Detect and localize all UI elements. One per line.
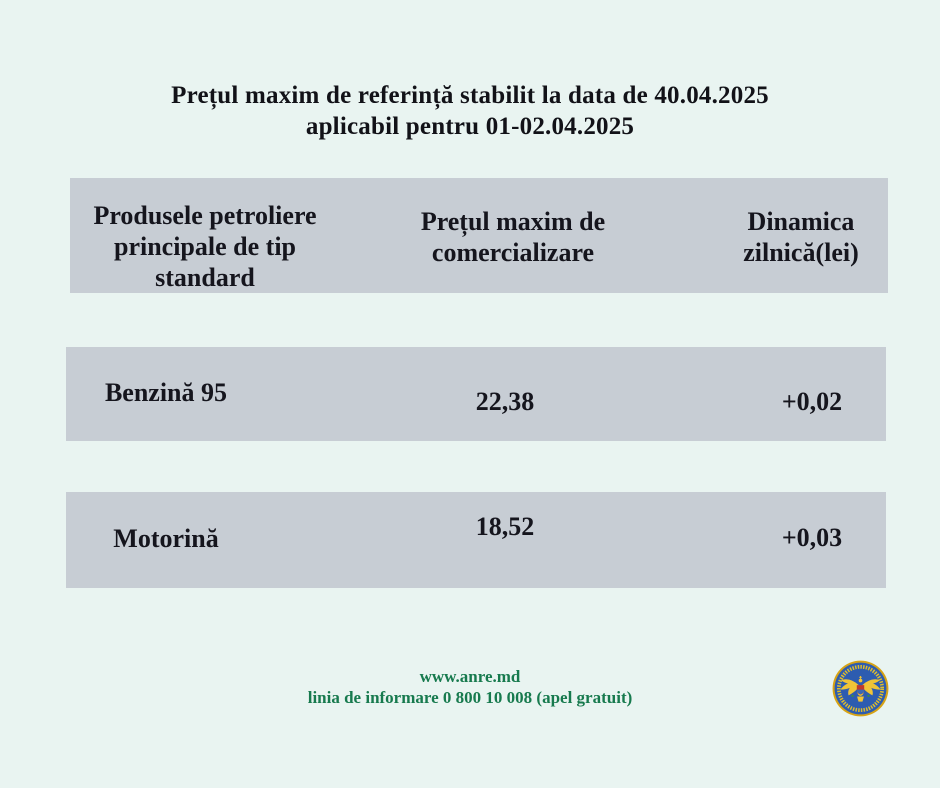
product-name: Benzină 95 [104, 378, 228, 407]
table-row-motorina: Motorină 18,52 +0,03 [66, 492, 886, 588]
product-name: Motorină [113, 524, 219, 553]
price-value: 22,38 [475, 387, 535, 416]
header-cell-product: Produsele petroliere principale de tip s… [93, 201, 317, 292]
table-row-benzina-95: Benzină 95 22,38 +0,02 [66, 347, 886, 441]
table-header-row: Produsele petroliere principale de tip s… [70, 178, 888, 293]
header-cell-price: Prețul maxim de comercializare [420, 207, 606, 267]
price-delta: +0,03 [781, 523, 843, 552]
title-line-2: aplicabil pentru 01-02.04.2025 [305, 113, 635, 140]
footer-website: www.anre.md [419, 667, 521, 686]
anre-moldova-emblem-icon [832, 660, 889, 717]
footer: www.anre.md linia de informare 0 800 10 … [0, 666, 940, 708]
footer-info-line: linia de informare 0 800 10 008 (apel gr… [307, 688, 633, 707]
price-delta: +0,02 [781, 387, 843, 416]
title-line-1: Prețul maxim de referință stabilit la da… [171, 82, 769, 109]
header-cell-dynamics: Dinamica zilnică(lei) [743, 207, 859, 267]
page-title: Prețul maxim de referință stabilit la da… [0, 80, 940, 142]
price-value: 18,52 [475, 512, 535, 541]
